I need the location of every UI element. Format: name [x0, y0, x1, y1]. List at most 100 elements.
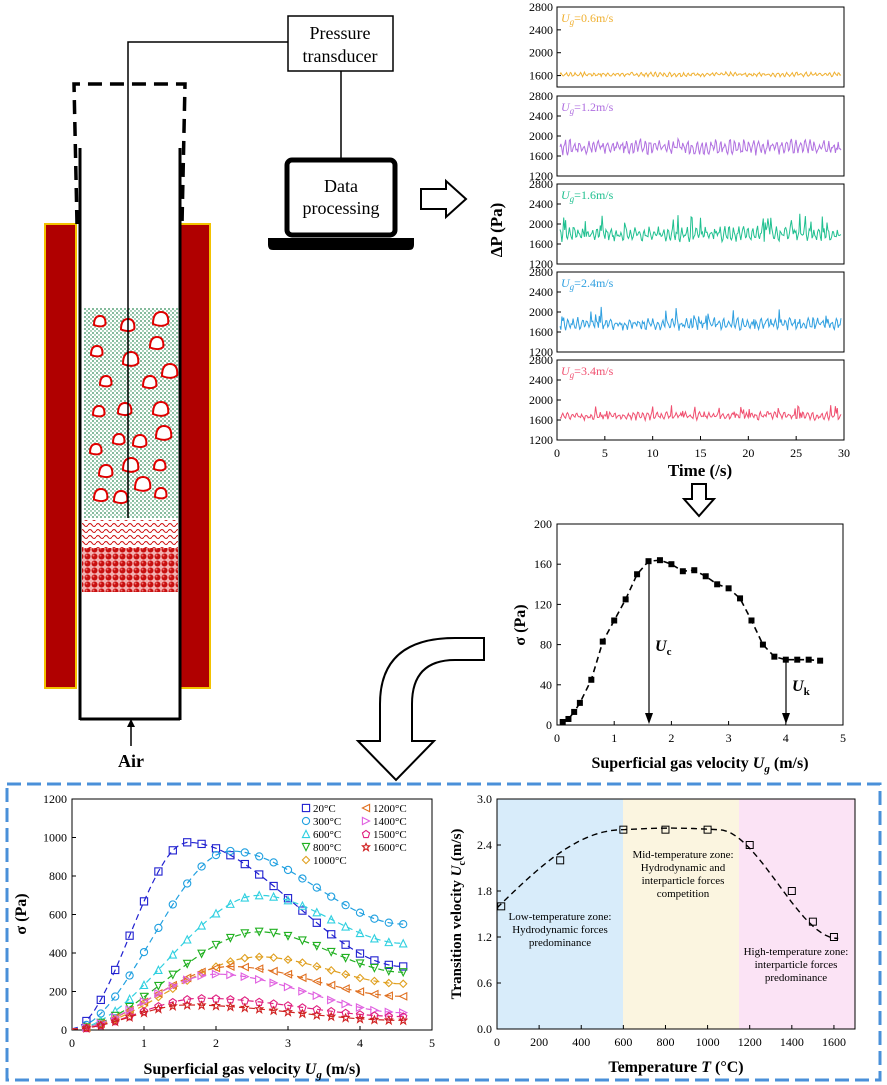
ts-signal: [559, 213, 842, 244]
sigma-t-marker: [254, 952, 264, 962]
ts-subplot: 2800 2400 2000 1600 1200 Ug=1.6m/s: [529, 177, 845, 271]
sigma-temperature-chart: 0 1 2 3 4 5 0 200 400 600 800 1000 1200 20°C300°C600…: [13, 792, 435, 1081]
ts-subplot-frame: [556, 271, 845, 353]
sigma-point: [679, 568, 686, 575]
sigma-t-marker: [312, 941, 322, 951]
sigma-t-marker: [239, 962, 249, 972]
bubble: [91, 404, 106, 418]
sigma-ytick-label: 200: [534, 517, 552, 531]
sigma-t-marker: [297, 1008, 308, 1019]
sigma-t-marker: [167, 1001, 178, 1012]
sigma-t-marker: [341, 1008, 350, 1018]
sigma-t-marker: [81, 1023, 92, 1034]
sigma-t-marker: [298, 906, 307, 915]
zone-high-line3: predominance: [765, 972, 827, 984]
sigma-t-ytick-label: 800: [49, 869, 67, 883]
bubble: [160, 362, 179, 379]
sigma-t-ytick-label: 0: [61, 1023, 67, 1037]
sigma-t-marker: [183, 879, 192, 888]
ts-ytick-label: 1600: [529, 69, 553, 83]
sigma-t-marker: [154, 1001, 163, 1011]
sigma-t-marker: [398, 968, 408, 978]
sigma-t-marker: [197, 971, 207, 981]
sigma-t-marker: [370, 976, 379, 986]
transition-point: [745, 841, 754, 849]
sigma-t-marker: [383, 991, 393, 1001]
sigma-t-marker: [312, 883, 321, 892]
transition-axes: 0 200 400 600 800 1000 1200 1400 1600 0.0 0.6 1.2 1.…: [477, 792, 846, 1049]
sigma-t-marker: [211, 850, 221, 860]
ts-signal: [559, 70, 842, 79]
ts-signal: [559, 136, 842, 156]
sigma-t-xtick-label: 2: [213, 1036, 219, 1050]
sigma-t-marker: [341, 999, 351, 1009]
ts-subplot: 2800 2400 2000 1600 1200 Ug=1.2m/s: [529, 89, 845, 183]
sigma-t-marker: [355, 1002, 365, 1012]
sigma-t-ytick-label: 600: [49, 908, 67, 922]
sigma-t-marker: [125, 1008, 134, 1018]
ts-xtick-label: 15: [695, 446, 707, 460]
sigma-t-marker: [153, 965, 163, 974]
ts-ytick-label: 2400: [529, 109, 553, 123]
sigma-t-marker: [326, 1011, 337, 1022]
ts-signal: [559, 306, 842, 332]
ts-xtick-label: 20: [742, 446, 754, 460]
zone-mid-line1: Mid-temperature zone:: [632, 849, 733, 861]
zone-mid-line2: Hydrodynamic and: [641, 862, 726, 874]
ts-xtick-label: 30: [838, 446, 850, 460]
sigma-t-marker: [399, 962, 408, 971]
sigma-t-marker: [341, 901, 350, 910]
sigma-t-marker: [211, 908, 221, 918]
transition-xlabel: Temperature T (°C): [608, 1059, 743, 1076]
sigma-t-marker: [139, 947, 149, 957]
sigma-xtick-label: 0: [554, 731, 560, 745]
sigma-point: [668, 561, 675, 568]
sigma-t-marker: [283, 894, 293, 903]
sigma-t-marker: [297, 973, 307, 983]
sigma-xtick-label: 2: [668, 731, 674, 745]
ts-ytick-label: 2400: [529, 197, 553, 211]
sigma-t-marker: [183, 975, 193, 985]
sigma-t-marker: [269, 928, 279, 938]
sigma-t-marker: [255, 870, 264, 879]
probe-line: [127, 41, 288, 518]
sigma-point: [559, 718, 566, 725]
sigma-t-series-group: [71, 1000, 409, 1034]
zone-mid-bg: [623, 799, 739, 1029]
sigma-t-legend-label: 1200°C: [373, 803, 407, 815]
sigma-t-marker: [182, 934, 192, 944]
sigma-t-marker: [154, 988, 164, 998]
reactor-top-dashed: [72, 82, 187, 225]
ts-ytick-label: 1200: [529, 169, 553, 183]
sigma-t-marker: [240, 859, 249, 869]
transition-point: [619, 825, 628, 834]
ts-ytick-label: 2000: [529, 217, 553, 231]
zone-low-line1: Low-temperature zone:: [509, 911, 612, 923]
sigma-t-ylabel: σ (Pa): [13, 893, 30, 934]
sigma-t-marker: [167, 980, 177, 990]
sigma-t-marker: [341, 969, 350, 979]
sigma-t-marker: [168, 949, 178, 959]
ts-ytick-label: 1200: [529, 257, 553, 271]
ts-ytick-label: 1200: [529, 433, 553, 447]
bubble: [131, 433, 148, 449]
sigma-t-marker: [269, 953, 278, 962]
sigma-point: [817, 657, 824, 664]
transition-ytick-label: 0.0: [477, 1022, 492, 1036]
bubble: [154, 424, 173, 441]
laptop-base: [268, 238, 414, 250]
sigma-t-marker: [255, 974, 265, 984]
ts-subplot: 2800 2400 2000 1600 1200 Ug=2.4m/s: [529, 265, 845, 359]
sigma-t-marker: [355, 987, 365, 997]
sigma-t-marker: [197, 920, 207, 930]
uk-arrow-head: [782, 713, 790, 724]
sigma-t-xtick-label: 5: [429, 1036, 435, 1050]
transition-ytick-label: 0.6: [477, 976, 492, 990]
transition-xtick-label: 0: [494, 1035, 500, 1049]
sigma-t-marker: [301, 855, 311, 865]
bubble: [141, 374, 158, 390]
uc-arrow-head: [645, 713, 653, 724]
zone-low-line3: predominance: [529, 937, 591, 949]
sigma-t-marker: [384, 978, 394, 988]
